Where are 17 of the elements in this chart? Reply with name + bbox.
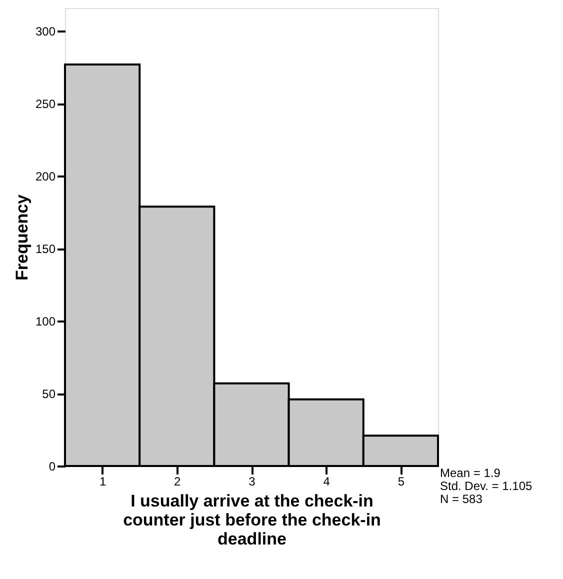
- x-tick-label: 1: [99, 474, 106, 488]
- y-axis-title: Frequency: [12, 194, 32, 280]
- text: N = 583: [440, 492, 483, 506]
- y-tick-label: 300: [35, 24, 56, 39]
- y-tick-label: 250: [35, 97, 56, 112]
- x-tick-label: 5: [398, 474, 405, 488]
- y-tick-label: 200: [35, 170, 56, 184]
- y-tick-label: 150: [35, 242, 56, 256]
- x-tick-label: 2: [174, 474, 182, 488]
- x-tick-label: 4: [323, 474, 330, 488]
- y-tick-label: 0: [48, 460, 56, 474]
- y-tick-label: 100: [35, 314, 56, 329]
- text: Mean = 1.9: [440, 466, 501, 480]
- text: Std. Dev. = 1.105: [440, 479, 532, 493]
- x-tick-label: 3: [248, 474, 256, 488]
- x-axis-title: I usually arrive at the check-in counter just before the check-in deadline: [123, 492, 381, 548]
- y-tick-label: 50: [42, 387, 56, 402]
